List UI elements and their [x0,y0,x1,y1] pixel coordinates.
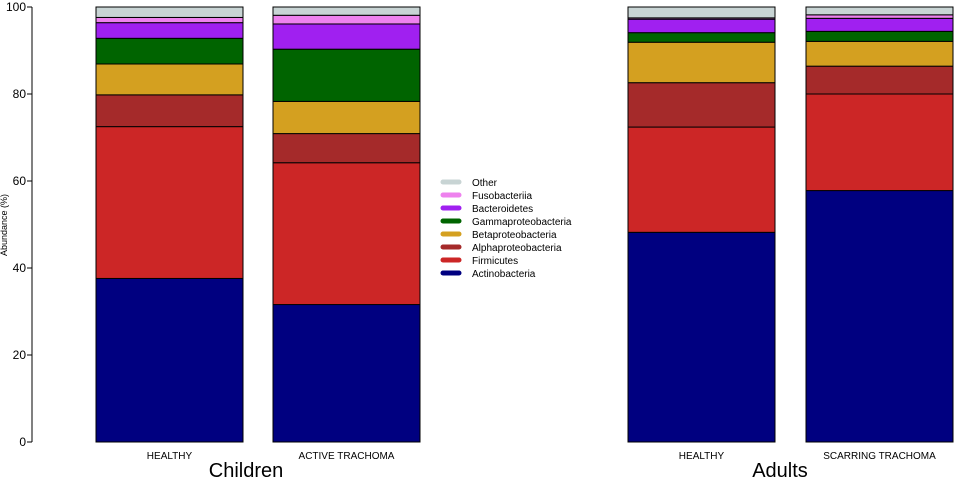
bar-stack [805,6,954,443]
bar-segment-gammaproteobacteria [805,30,954,42]
bar-segment-firmicutes [95,126,244,279]
bar-segment-bacteroidetes [627,18,776,34]
bar-segment-betaproteobacteria [272,100,421,135]
bar-segment-betaproteobacteria [627,41,776,84]
y-tick-label: 20 [13,348,27,362]
y-tick-label: 40 [13,261,27,275]
bar-segment-firmicutes [272,162,421,306]
bar-segment-actinobacteria [805,190,954,443]
bar-segment-gammaproteobacteria [272,48,421,102]
legend-label: Other [472,178,498,189]
bar-segment-fusobacteriia [272,14,421,25]
bar-segment-gammaproteobacteria [95,37,244,65]
legend-label: Firmicutes [472,256,518,267]
category-labels: HEALTHY ACTIVE TRACHOMA HEALTHY SCARRING TR… [147,451,936,462]
y-axis: 0 20 40 60 80 100 [6,0,33,449]
bar-segment-other [805,6,954,16]
bar-segment-gammaproteobacteria [627,32,776,43]
bar-segment-actinobacteria [272,304,421,443]
x-category-label: SCARRING TRACHOMA [823,451,936,462]
bar-segment-betaproteobacteria [95,63,244,96]
bar-segment-other [95,6,244,18]
bar-segment-other [272,6,421,16]
bar-segment-alphaproteobacteria [805,65,954,95]
y-axis-title: Abundance (%) [0,194,9,256]
bar-segment-actinobacteria [627,231,776,443]
x-category-label: HEALTHY [147,451,193,462]
bar-segment-alphaproteobacteria [627,82,776,128]
bar-outline [272,6,421,443]
group-label: Children [209,460,283,481]
y-tick-label: 80 [13,87,27,101]
bar-segment-other [627,6,776,19]
bar-outline [95,6,244,443]
bar-segment-bacteroidetes [805,17,954,32]
bars [95,6,954,443]
x-category-label: HEALTHY [679,451,725,462]
bar-segment-betaproteobacteria [805,40,954,67]
bar-segment-firmicutes [805,93,954,192]
legend-label: Bacteroidetes [472,204,533,215]
bar-segment-bacteroidetes [95,22,244,39]
legend-label: Actinobacteria [472,269,536,280]
legend: Other Fusobacteriia Bacteroidetes Gammaprot… [440,178,572,280]
group-labels: Children Adults [209,460,808,481]
legend-label: Betaproteobacteria [472,230,557,241]
bar-outline [805,6,954,443]
bar-segment-actinobacteria [95,277,244,443]
x-category-label: ACTIVE TRACHOMA [299,451,395,462]
legend-label: Alphaproteobacteria [472,243,562,254]
legend-label: Gammaproteobacteria [472,217,572,228]
group-label: Adults [752,460,808,481]
legend-label: Fusobacteriia [472,191,532,202]
bar-stack [627,6,776,443]
bar-outline [627,6,776,443]
y-tick-label: 0 [19,435,26,449]
bar-segment-firmicutes [627,126,776,233]
bar-segment-fusobacteriia [805,14,954,19]
y-tick-label: 60 [13,174,27,188]
bar-segment-bacteroidetes [272,23,421,50]
bar-segment-fusobacteriia [95,16,244,24]
y-tick-label: 100 [6,0,26,14]
bar-segment-alphaproteobacteria [95,94,244,128]
bar-stack [272,6,421,443]
bar-segment-alphaproteobacteria [272,133,421,164]
bar-stack [95,6,244,443]
